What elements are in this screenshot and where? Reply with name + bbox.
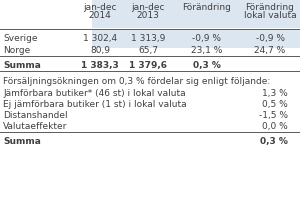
Text: 2013: 2013 <box>136 11 159 20</box>
Text: jan-dec: jan-dec <box>131 3 165 12</box>
Text: 1 313,9: 1 313,9 <box>131 34 165 43</box>
Text: -0,9 %: -0,9 % <box>193 34 221 43</box>
Text: 0,3 %: 0,3 % <box>193 61 221 70</box>
Text: 1,3 %: 1,3 % <box>262 89 288 97</box>
Text: 1 379,6: 1 379,6 <box>129 61 167 70</box>
Text: 0,5 %: 0,5 % <box>262 99 288 109</box>
Text: 1 302,4: 1 302,4 <box>83 34 117 43</box>
Text: jan-dec: jan-dec <box>83 3 117 12</box>
Text: Valutaeffekter: Valutaeffekter <box>3 121 68 130</box>
Text: 23,1 %: 23,1 % <box>191 46 223 55</box>
Text: 0,0 %: 0,0 % <box>262 121 288 130</box>
Text: Distanshandel: Distanshandel <box>3 110 68 119</box>
Text: 80,9: 80,9 <box>90 46 110 55</box>
Text: -0,9 %: -0,9 % <box>256 34 284 43</box>
Bar <box>92 0 300 29</box>
Text: Sverige: Sverige <box>3 34 38 43</box>
Text: lokal valuta: lokal valuta <box>244 11 296 20</box>
Text: Förändring: Förändring <box>183 3 231 12</box>
Text: 2014: 2014 <box>88 11 111 20</box>
Text: Jämförbara butiker* (46 st) i lokal valuta: Jämförbara butiker* (46 st) i lokal valu… <box>3 89 186 97</box>
Text: Försäljningsökningen om 0,3 % fördelar sig enligt följande:: Försäljningsökningen om 0,3 % fördelar s… <box>3 77 270 85</box>
Text: Summa: Summa <box>3 61 41 70</box>
Text: 0,3 %: 0,3 % <box>260 136 288 145</box>
Text: 65,7: 65,7 <box>138 46 158 55</box>
Text: 24,7 %: 24,7 % <box>254 46 286 55</box>
Text: Förändring: Förändring <box>246 3 294 12</box>
Text: Ej jämförbara butiker (1 st) i lokal valuta: Ej jämförbara butiker (1 st) i lokal val… <box>3 99 187 109</box>
Text: Norge: Norge <box>3 46 30 55</box>
Bar <box>92 30 300 49</box>
Text: 1 383,3: 1 383,3 <box>81 61 119 70</box>
Text: Summa: Summa <box>3 136 41 145</box>
Text: -1,5 %: -1,5 % <box>259 110 288 119</box>
